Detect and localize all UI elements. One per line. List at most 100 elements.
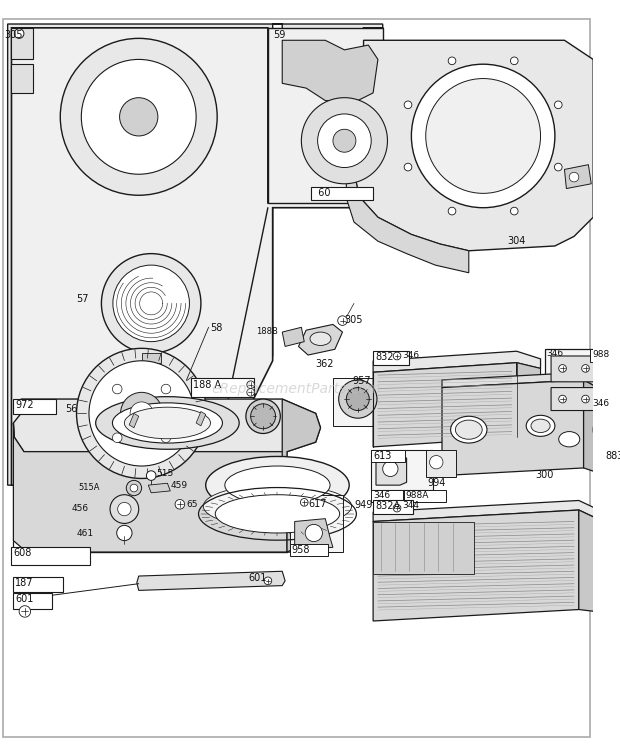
Ellipse shape <box>125 407 210 438</box>
Polygon shape <box>196 411 206 426</box>
Polygon shape <box>282 40 378 103</box>
Polygon shape <box>373 500 595 522</box>
Bar <box>373 522 474 574</box>
Circle shape <box>559 364 567 372</box>
Circle shape <box>120 392 162 435</box>
Circle shape <box>301 98 388 184</box>
Polygon shape <box>579 510 595 612</box>
Ellipse shape <box>215 494 340 533</box>
Circle shape <box>338 316 347 325</box>
Text: 58: 58 <box>210 323 223 333</box>
Circle shape <box>60 39 217 195</box>
Circle shape <box>559 395 567 403</box>
Ellipse shape <box>531 419 550 432</box>
Text: 346: 346 <box>373 491 390 500</box>
Circle shape <box>126 480 141 496</box>
Bar <box>290 494 342 552</box>
Circle shape <box>112 384 122 394</box>
Circle shape <box>81 60 196 174</box>
Circle shape <box>130 402 153 425</box>
Polygon shape <box>148 483 171 493</box>
Text: 832: 832 <box>375 352 394 362</box>
Polygon shape <box>298 324 342 355</box>
Text: 883: 883 <box>606 451 620 460</box>
Text: 60: 60 <box>312 187 330 197</box>
Text: 832A: 832A <box>375 501 400 511</box>
Ellipse shape <box>206 457 349 514</box>
Bar <box>12 547 90 565</box>
Circle shape <box>112 433 122 442</box>
Bar <box>371 450 433 490</box>
Circle shape <box>120 98 158 136</box>
Polygon shape <box>551 356 599 382</box>
Ellipse shape <box>451 417 487 443</box>
Circle shape <box>333 129 356 152</box>
Circle shape <box>600 417 620 442</box>
Circle shape <box>14 29 24 39</box>
Bar <box>371 450 405 462</box>
Text: 346: 346 <box>402 352 419 360</box>
Polygon shape <box>583 380 601 474</box>
Bar <box>404 490 446 503</box>
Circle shape <box>247 381 254 389</box>
Polygon shape <box>373 363 516 447</box>
Ellipse shape <box>526 415 555 436</box>
Polygon shape <box>294 519 333 550</box>
Circle shape <box>510 207 518 215</box>
Text: eReplacementParts.com: eReplacementParts.com <box>212 383 381 396</box>
Text: 59: 59 <box>273 29 286 40</box>
Circle shape <box>404 163 412 171</box>
Polygon shape <box>347 169 469 273</box>
Bar <box>14 399 56 414</box>
Circle shape <box>448 207 456 215</box>
Text: 515: 515 <box>156 469 173 478</box>
Bar <box>371 490 403 503</box>
Circle shape <box>317 114 371 168</box>
Text: 305: 305 <box>5 29 24 40</box>
Circle shape <box>161 384 171 394</box>
Circle shape <box>601 422 608 429</box>
Ellipse shape <box>310 332 331 345</box>
Bar <box>311 187 373 200</box>
Text: 56: 56 <box>65 404 78 414</box>
Circle shape <box>250 404 275 429</box>
Text: 972: 972 <box>16 400 34 410</box>
Bar <box>373 352 409 364</box>
Circle shape <box>569 172 579 182</box>
Circle shape <box>175 500 185 509</box>
Text: 515A: 515A <box>79 483 100 492</box>
Ellipse shape <box>559 432 580 447</box>
Text: 305: 305 <box>345 314 363 325</box>
Polygon shape <box>141 353 161 363</box>
Bar <box>192 378 254 397</box>
Text: 949: 949 <box>354 500 373 510</box>
Text: 461: 461 <box>76 529 94 538</box>
Text: 459: 459 <box>170 482 187 491</box>
Circle shape <box>426 79 541 194</box>
Text: 958: 958 <box>292 545 310 556</box>
Ellipse shape <box>456 420 482 439</box>
Polygon shape <box>516 363 541 442</box>
Circle shape <box>113 265 190 342</box>
Circle shape <box>393 352 401 360</box>
Circle shape <box>130 484 138 492</box>
Text: 456: 456 <box>72 504 89 513</box>
Circle shape <box>393 504 401 512</box>
Text: 994: 994 <box>428 479 446 488</box>
Text: 362: 362 <box>316 359 334 369</box>
Polygon shape <box>12 28 383 485</box>
Circle shape <box>118 503 131 516</box>
Circle shape <box>246 399 280 433</box>
Bar <box>546 349 620 414</box>
Circle shape <box>305 525 322 541</box>
Text: 304: 304 <box>507 237 525 246</box>
Circle shape <box>110 494 139 523</box>
Circle shape <box>593 411 620 449</box>
Polygon shape <box>373 510 579 621</box>
Bar <box>14 593 51 609</box>
Polygon shape <box>7 24 383 485</box>
Circle shape <box>430 456 443 469</box>
Circle shape <box>339 380 377 418</box>
Ellipse shape <box>225 466 330 504</box>
Text: 188 A: 188 A <box>193 380 221 390</box>
